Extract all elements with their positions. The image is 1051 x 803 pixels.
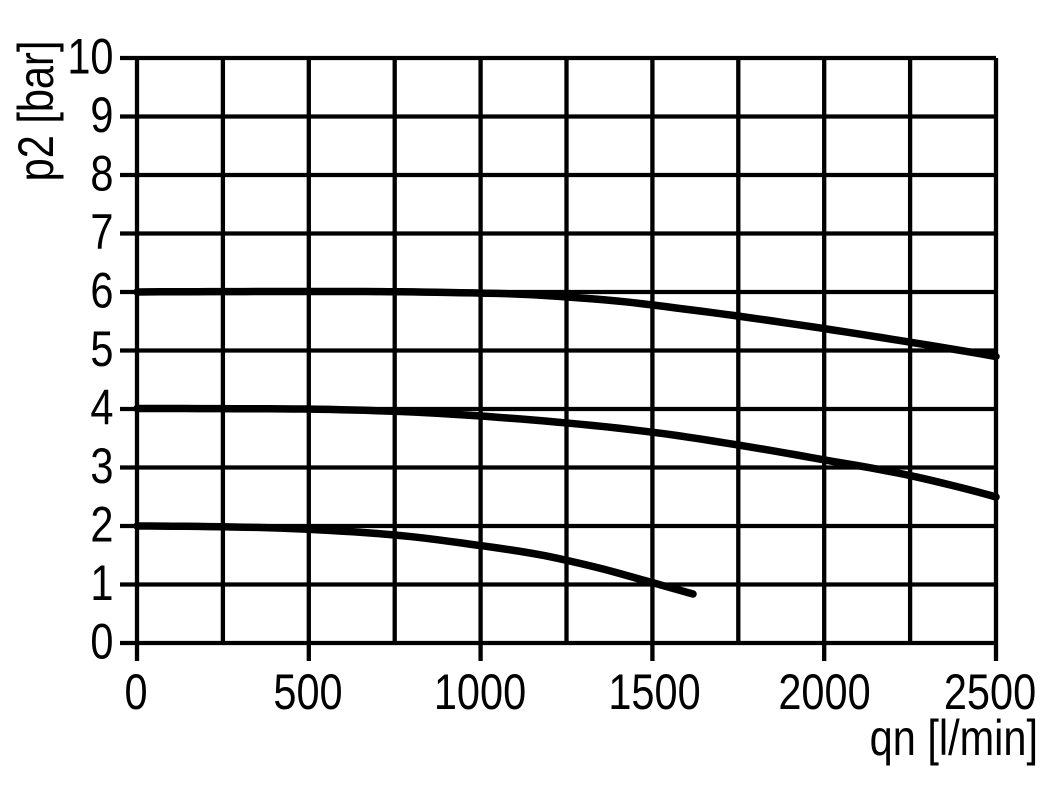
svg-text:p2 [bar]: p2 [bar] bbox=[7, 41, 64, 182]
svg-text:500: 500 bbox=[273, 663, 342, 720]
svg-text:3: 3 bbox=[90, 437, 113, 494]
svg-text:7: 7 bbox=[90, 203, 113, 260]
svg-text:1500: 1500 bbox=[608, 663, 700, 720]
svg-text:5: 5 bbox=[90, 320, 113, 377]
svg-text:1: 1 bbox=[90, 554, 113, 611]
svg-text:2000: 2000 bbox=[778, 663, 870, 720]
svg-text:4: 4 bbox=[90, 379, 113, 436]
svg-text:6: 6 bbox=[90, 262, 113, 319]
svg-text:0: 0 bbox=[90, 613, 113, 670]
svg-text:8: 8 bbox=[90, 145, 113, 202]
svg-text:0: 0 bbox=[124, 663, 147, 720]
svg-text:1000: 1000 bbox=[434, 663, 526, 720]
svg-text:10: 10 bbox=[67, 28, 113, 85]
svg-text:2500: 2500 bbox=[944, 663, 1036, 720]
svg-text:2: 2 bbox=[90, 496, 113, 553]
svg-text:9: 9 bbox=[90, 86, 113, 143]
svg-text:qn [l/min]: qn [l/min] bbox=[870, 709, 1038, 766]
